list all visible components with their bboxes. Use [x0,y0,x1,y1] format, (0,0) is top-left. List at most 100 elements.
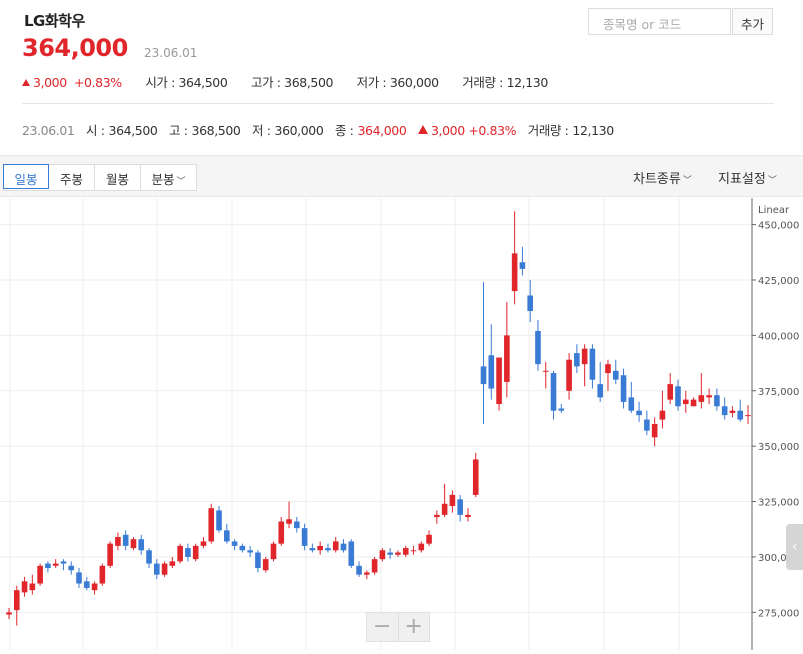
candle-body [581,348,588,365]
candle-body [107,543,113,566]
y-tick-label: 300,000 [758,553,799,564]
candle-body [597,384,604,398]
period-tabs: 일봉 주봉 월봉 분봉 ﹀ [3,164,197,191]
candle-body [122,534,129,546]
candle-body [644,419,650,431]
candle-body [200,541,207,546]
y-tick-label: 325,000 [758,498,799,509]
high-label: 고가 : [250,75,281,90]
candle-body [29,583,36,591]
candle-body [262,559,269,571]
candle-body [99,565,106,584]
low-value: 360,000 [389,75,439,90]
chart-type-menu[interactable]: 차트종류 ﹀ [633,168,692,187]
summary-change: 3,000 +0.83% [417,123,524,138]
candle-body [651,424,658,438]
candle-body [270,543,277,560]
add-button[interactable]: 추가 [732,8,773,35]
price-details: 3,000 +0.83% 시가 : 364,500 고가 : 368,500 저… [22,72,568,91]
price-date: 23.06.01 [144,46,198,60]
candle-body [325,548,331,551]
change-percent: +0.83% [73,75,122,90]
candle-body [208,508,215,542]
candle-body [317,545,323,551]
candle-body [21,581,28,593]
tab-minute[interactable]: 분봉 ﹀ [141,165,196,190]
summary-open-label: 시 : [86,123,105,138]
candle-body [379,550,386,560]
y-tick-label: 425,000 [758,276,799,287]
summary-low-label: 저 : [252,123,271,138]
candle-body [286,519,292,524]
candle-body [690,399,697,407]
candle-body [589,348,596,380]
candlestick-chart[interactable]: 450,000 425,000 400,000 375,000 350,000 325,0… [0,198,803,650]
y-tick-label: 400,000 [758,331,799,342]
summary-high: 368,500 [191,123,241,138]
candle-body [340,543,347,551]
volume-value: 12,130 [506,75,549,90]
y-tick-label: 275,000 [758,608,799,619]
candle-body [247,550,253,553]
zoom-in-button[interactable]: + [404,614,423,639]
summary-change-pct: +0.83% [468,123,517,138]
candle-body [348,541,355,566]
candle-body [714,395,720,407]
candle-body [682,399,689,405]
divider [22,103,774,104]
stock-header: LG화학우 364,000 23.06.01 3,000 +0.83% 시가 :… [0,0,803,150]
scale-label: Linear [758,205,790,216]
summary-volume: 12,130 [572,123,614,138]
candle-body [309,548,316,551]
candle-body [138,539,145,551]
candle-body [356,565,362,575]
tab-monthly[interactable]: 월봉 [95,165,141,190]
chevron-down-icon: ﹀ [176,177,186,187]
candle-body [542,370,549,372]
candle-body [636,410,642,416]
side-panel-toggle[interactable]: ‹ [786,524,803,570]
candle-body [535,330,541,365]
summary-change-value: 3,000 [430,123,465,138]
candle-body [620,375,627,402]
summary-volume-label: 거래량 : [527,123,569,138]
candle-body [698,395,705,402]
candle-body [628,397,635,411]
summary-open: 364,500 [108,123,158,138]
up-arrow-icon [22,79,30,86]
candle-body [488,355,495,389]
candle-body [91,583,98,591]
tab-daily[interactable]: 일봉 [3,164,49,189]
candle-body [185,548,191,557]
candle-body [216,510,222,531]
candle-body [301,528,308,546]
change-info: 3,000 +0.83% [22,75,122,90]
open-info: 시가 : 364,500 [145,75,227,90]
candle-body [294,521,300,529]
candle-body [387,552,393,555]
summary-high-label: 고 : [169,123,188,138]
candle-body [511,253,518,292]
candle-body [177,545,183,562]
candle-body [737,410,744,420]
candle-body [60,561,67,564]
candle-body [364,572,370,575]
candle-body [558,408,565,411]
tab-minute-label: 분봉 [151,172,175,187]
chart-toolbar: 일봉 주봉 월봉 분봉 ﹀ 차트종류 ﹀ 지표설정 ﹀ [0,155,803,197]
candle-body [721,406,728,416]
search-input[interactable]: 종목명 or 코드 [588,8,731,35]
candle-body [745,415,751,417]
current-price: 364,000 [22,34,128,62]
summary-close-label: 종 : [335,123,354,138]
candle-body [37,565,43,584]
zoom-out-button[interactable]: − [367,613,399,641]
summary-date: 23.06.01 [22,123,75,138]
indicator-menu[interactable]: 지표설정 ﹀ [718,168,777,187]
low-info: 저가 : 360,000 [357,75,439,90]
tab-weekly[interactable]: 주봉 [49,165,95,190]
candle-body [574,353,580,367]
candle-body [224,530,230,542]
high-value: 368,500 [284,75,334,90]
candle-body [130,539,137,549]
